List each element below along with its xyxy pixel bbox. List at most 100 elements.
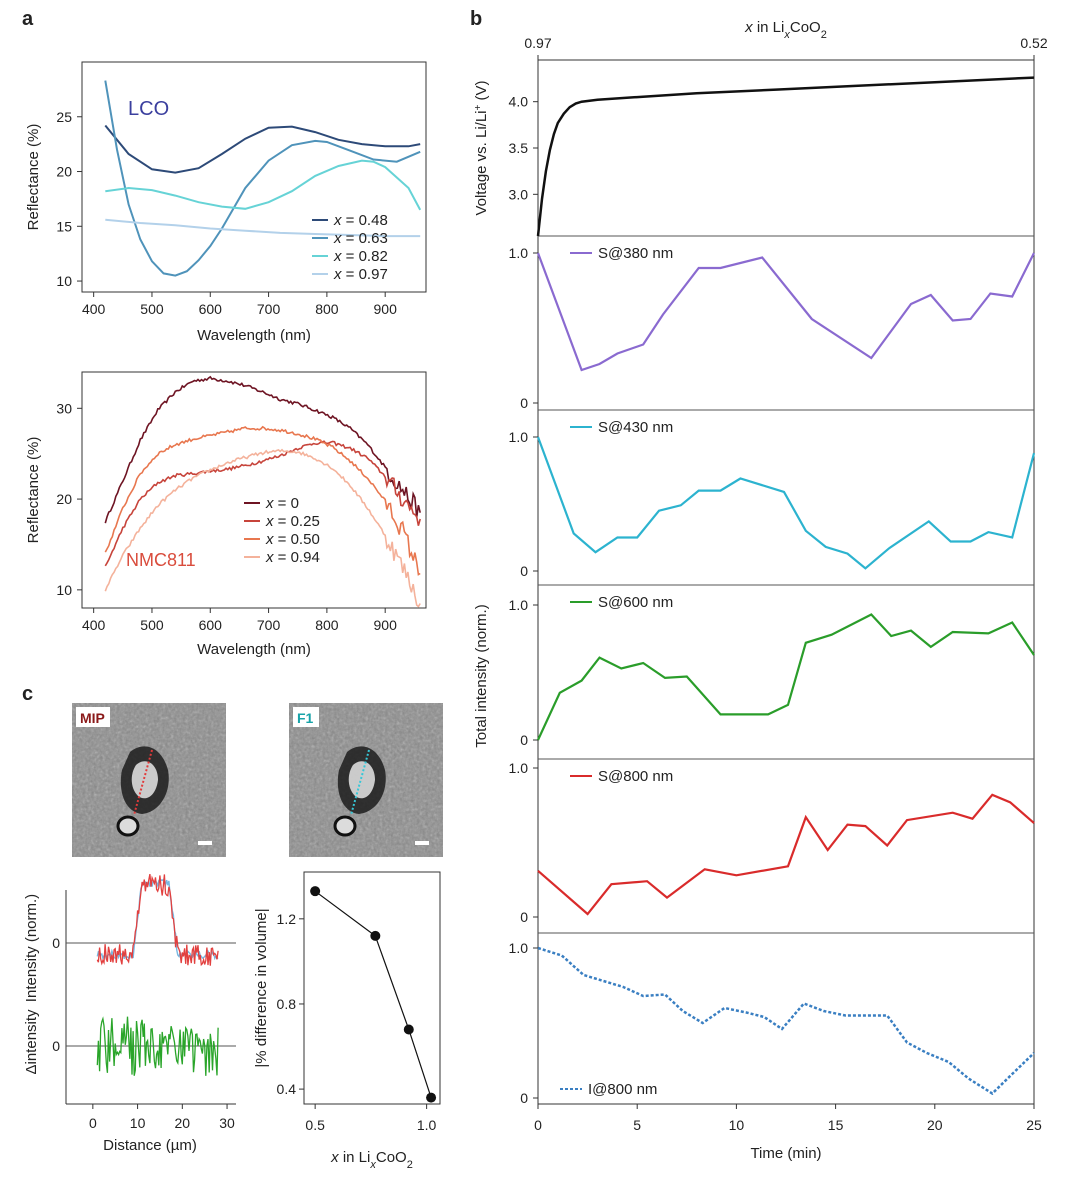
- volume-difference-chart: 0.5 1.0 0.4 0.8 1.2 x in LixCoO2 |% differen…: [253, 871, 441, 1171]
- volume-ylabel: |% difference in volume|: [253, 908, 270, 1067]
- nmc-ylabel: Reflectance (%): [25, 437, 42, 544]
- intensity-y-tick-label: 1.0: [509, 429, 529, 445]
- panel-letter-a: a: [22, 8, 34, 30]
- profile-zero-bottom: 0: [52, 1038, 60, 1054]
- lco-label: LCO: [128, 98, 169, 120]
- intensity-y-tick-label: 1.0: [509, 940, 529, 956]
- intensity-y-tick-label: 0: [520, 395, 528, 411]
- spectrum-line-3: [104, 448, 421, 608]
- profile-line-difference: [96, 1016, 219, 1076]
- spectrum-line-0: [104, 375, 421, 524]
- intensity-legend-label: S@430 nm: [598, 419, 673, 436]
- legend-label: x = 0.50: [265, 531, 320, 548]
- time-x-tick-label: 5: [633, 1117, 641, 1133]
- volume-y-tick-label: 0.4: [277, 1081, 297, 1097]
- intensity-line-3: [537, 793, 1035, 916]
- volume-connecting-line: [314, 890, 432, 1098]
- volume-xlabel: x in LixCoO2: [330, 1149, 413, 1171]
- y-tick-label: 20: [56, 491, 72, 507]
- b-top-axis-title: x in LixCoO2: [744, 19, 827, 41]
- panel-letter-b: b: [470, 8, 482, 30]
- mip-image: MIP: [72, 703, 226, 857]
- legend-label: x = 0.97: [333, 266, 388, 283]
- profile-x-tick-label: 0: [89, 1115, 97, 1131]
- intensity-y-tick-label: 0: [520, 563, 528, 579]
- x-tick-label: 500: [140, 301, 164, 317]
- spectrum-line-2: [105, 159, 422, 211]
- volume-data-point: [370, 930, 381, 941]
- lco-xlabel: Wavelength (nm): [197, 327, 311, 344]
- y-tick-label: 10: [56, 273, 72, 289]
- legend-label: x = 0: [265, 495, 299, 512]
- time-x-tick-label: 25: [1026, 1117, 1042, 1133]
- nmc-reflectance-chart: 400 500 600 700 800 900 10 20 30 Wavelength (nm)…: [25, 371, 427, 658]
- x-tick-label: 600: [199, 301, 223, 317]
- mip-label: MIP: [80, 710, 105, 726]
- spectrum-line-1: [104, 440, 421, 567]
- spectrum-line-2: [104, 425, 421, 576]
- profile-x-tick-label: 30: [219, 1115, 235, 1131]
- profile-xlabel: Distance (µm): [103, 1137, 197, 1154]
- voltage-ylabel: Voltage vs. Li/Li+ (V): [473, 80, 491, 215]
- legend-label: x = 0.82: [333, 248, 388, 265]
- intensity-y-tick-label: 0: [520, 1090, 528, 1106]
- b-frame: [537, 59, 1035, 1105]
- intensity-y-tick-label: 1.0: [509, 760, 529, 776]
- nmc-label: NMC811: [126, 550, 196, 570]
- intensity-y-tick-label: 1.0: [509, 245, 529, 261]
- intensity-line-1: [536, 436, 1036, 570]
- line-profile-chart: 0 10 20 30 Distance (µm) Intensity (norm.) …: [23, 873, 236, 1154]
- profile-line-mip: [96, 873, 219, 967]
- x-tick-label: 400: [82, 617, 106, 633]
- profile-x-tick-label: 20: [175, 1115, 191, 1131]
- legend-label: x = 0.63: [333, 230, 388, 247]
- spectrum-line-0: [104, 124, 421, 174]
- time-x-tick-label: 15: [828, 1117, 844, 1133]
- lco-legend: x = 0.48x = 0.63x = 0.82x = 0.97: [312, 212, 388, 283]
- intensity-line-2: [537, 613, 1035, 741]
- intensity-y-tick-label: 0: [520, 909, 528, 925]
- intensity-legend-label: S@600 nm: [598, 594, 673, 611]
- time-x-tick-label: 20: [927, 1117, 943, 1133]
- f1-label: F1: [297, 710, 314, 726]
- intensity-y-tick-label: 0: [520, 732, 528, 748]
- time-x-tick-label: 10: [729, 1117, 745, 1133]
- x-tick-label: 400: [82, 301, 106, 317]
- intensity-legend-label: S@380 nm: [598, 245, 673, 262]
- x-tick-label: 700: [257, 301, 281, 317]
- intensity-legend-label: I@800 nm: [588, 1081, 657, 1098]
- lco-plot-frame: [81, 61, 427, 293]
- y-tick-label: 10: [56, 582, 72, 598]
- voltage-curve: [536, 76, 1035, 237]
- legend-label: x = 0.94: [265, 549, 320, 566]
- b-top-tick-left: 0.97: [524, 35, 551, 51]
- volume-x-tick-label: 1.0: [417, 1117, 437, 1133]
- profile-zero-top: 0: [52, 935, 60, 951]
- f1-line-profile: [350, 749, 370, 816]
- volume-y-tick-label: 0.8: [277, 996, 297, 1012]
- lco-reflectance-chart: 400 500 600 700 800 900 10 15 20 25 Wavelength (n…: [25, 61, 427, 344]
- volume-data-point: [403, 1024, 414, 1035]
- nmc-legend: x = 0x = 0.25x = 0.50x = 0.94: [244, 495, 320, 566]
- x-tick-label: 700: [257, 617, 281, 633]
- intensity-line-4: [537, 946, 1035, 1096]
- spectrum-line-3: [105, 218, 421, 238]
- y-tick-label: 30: [56, 400, 72, 416]
- voltage-y-tick-label: 4.0: [509, 94, 529, 110]
- volume-data-point: [426, 1092, 437, 1103]
- y-tick-label: 15: [56, 218, 72, 234]
- profile-x-tick-label: 10: [130, 1115, 146, 1131]
- voltage-y-tick-label: 3.5: [509, 140, 529, 156]
- voltage-intensity-chart: 3.03.54.001.001.001.001.001.00 5 10 15 20 25 …: [473, 19, 1048, 1162]
- volume-y-tick-label: 1.2: [277, 911, 297, 927]
- intensity-y-tick-label: 1.0: [509, 597, 529, 613]
- nmc-xlabel: Wavelength (nm): [197, 641, 311, 658]
- profile-ylabel-bottom: Δintensity: [23, 1009, 40, 1075]
- x-tick-label: 900: [374, 617, 398, 633]
- volume-data-point: [310, 886, 321, 897]
- panel-letter-c: c: [22, 683, 33, 705]
- intensity-legend-label: S@800 nm: [598, 768, 673, 785]
- x-tick-label: 900: [374, 301, 398, 317]
- f1-image: F1: [289, 703, 443, 857]
